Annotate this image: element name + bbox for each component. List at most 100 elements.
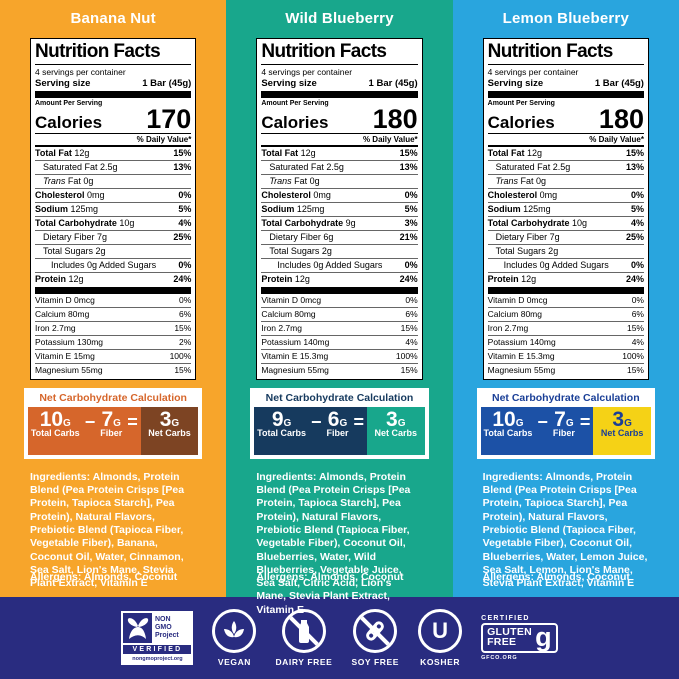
non-gmo-wordmark: NON GMO Project	[151, 612, 192, 643]
row-daily-value: 0%	[178, 260, 192, 271]
ingredients-value: Almonds, Protein Blend (Pea Protein Cris…	[256, 470, 411, 616]
row-daily-value: 0%	[405, 295, 418, 306]
gram-unit: G	[171, 417, 180, 429]
row-label: Vitamin E 15.3mg	[261, 351, 329, 362]
nutrition-facts-title: Nutrition Facts	[35, 41, 192, 65]
row-label: Magnesium 55mg	[35, 365, 103, 376]
serving-size-value: 1 Bar (45g)	[142, 77, 192, 89]
vitamin-row: Calcium 80mg 6%	[261, 308, 418, 322]
vegan-icon	[212, 609, 257, 653]
row-daily-value: 2%	[179, 337, 192, 348]
gluten-free-org: GFCO.ORG	[481, 654, 518, 661]
nutrient-row: Cholesterol 0mg 0%	[261, 189, 418, 203]
net-carbs-label: Net Carbs	[374, 428, 418, 439]
gluten-free-seal: CERTIFIED GLUTEN FREE g GFCO.ORG	[481, 615, 558, 661]
fiber-label: Fiber	[326, 428, 349, 439]
nutrient-row: Sodium 125mg 5%	[487, 203, 644, 217]
nutrient-row: Total Fat 12g 15%	[487, 147, 644, 161]
vitamin-row: Vitamin E 15.3mg 100%	[261, 350, 418, 364]
vitamin-rows: Vitamin D 0mcg 0% Calcium 80mg 6% Iron 2.7mg…	[487, 294, 644, 377]
allergens-text: Allergens: Almonds, Coconut	[30, 571, 202, 583]
row-daily-value: 24%	[399, 274, 418, 285]
serving-size-label: Serving size	[35, 77, 91, 89]
allergens-label: Allergens:	[256, 571, 308, 583]
row-label: Potassium 140mg	[487, 337, 556, 348]
allergens-value: Almonds, Coconut	[81, 571, 178, 583]
net-carbs-value: 3	[386, 407, 398, 431]
row-daily-value: 6%	[405, 309, 418, 320]
equals-sign: =	[353, 411, 365, 432]
row-daily-value: 21%	[399, 232, 418, 243]
row-label: Vitamin D 0mcg	[487, 295, 548, 306]
row-daily-value: 15%	[625, 148, 644, 159]
calories-row: Calories 180	[487, 103, 644, 134]
row-label: Total Fat 12g	[261, 148, 316, 159]
non-gmo-project-seal: NON GMO Project VERIFIED nongmoproject.o…	[121, 610, 194, 666]
total-carbs-term: 10 G Total Carbs	[484, 409, 533, 439]
row-daily-value: 0%	[630, 260, 644, 271]
row-label: Magnesium 55mg	[261, 365, 329, 376]
nutrient-rows: Total Fat 12g 15% Saturated Fat 2.5g 13% Tra…	[487, 147, 644, 286]
row-label: Total Carbohydrate 10g	[487, 218, 588, 229]
nutrient-row: Includes 0g Added Sugars 0%	[487, 259, 644, 273]
vegan-label: VEGAN	[217, 657, 252, 667]
allergens-label: Allergens:	[482, 571, 535, 583]
calories-row: Calories 170	[35, 106, 191, 133]
equals-sign: =	[579, 411, 591, 432]
kosher-icon: U	[418, 609, 463, 653]
gram-unit: G	[339, 417, 348, 429]
nutrient-row: Saturated Fat 2.5g 13%	[35, 161, 192, 175]
vitamin-row: Iron 2.7mg 15%	[261, 322, 418, 336]
non-gmo-line3: Project	[154, 631, 179, 639]
nutrient-row: Total Fat 12g 15%	[35, 147, 192, 161]
fiber-label: Fiber	[552, 428, 575, 439]
vitamin-row: Vitamin D 0mcg 0%	[487, 294, 644, 308]
row-label: Iron 2.7mg	[487, 323, 529, 334]
row-daily-value: 4%	[178, 218, 192, 229]
vitamin-row: Iron 2.7mg 15%	[35, 322, 192, 336]
calories-label: Calories	[35, 112, 103, 132]
gluten-free-line1: GLUTEN	[487, 626, 533, 639]
gram-unit: G	[624, 417, 632, 429]
vitamin-row: Vitamin D 0mcg 0%	[261, 294, 418, 308]
row-daily-value: 13%	[625, 162, 644, 173]
net-carbs-label: Net Carbs	[148, 428, 191, 439]
row-daily-value: 13%	[399, 162, 418, 173]
amount-per-serving-label: Amount Per Serving	[261, 99, 329, 107]
vitamin-row: Vitamin E 15.3mg 100%	[487, 350, 644, 364]
row-daily-value: 6%	[179, 309, 192, 320]
soy-free-icon	[353, 609, 398, 653]
vitamin-rows: Vitamin D 0mcg 0% Calcium 80mg 6% Iron 2.7mg…	[35, 294, 192, 377]
nutrient-row: Dietary Fiber 7g 25%	[487, 231, 644, 245]
kosher-label: KOSHER	[420, 657, 461, 667]
nutrient-row: Sodium 125mg 5%	[261, 203, 418, 217]
row-label: Sodium 125mg	[35, 204, 99, 215]
row-label: Saturated Fat 2.5g	[43, 162, 118, 173]
gluten-free-g-icon: g	[535, 622, 552, 653]
vitamin-row: Magnesium 55mg 15%	[35, 364, 191, 377]
calories-value: 180	[598, 103, 644, 134]
gluten-free-line2: FREE	[487, 636, 517, 649]
row-label: Dietary Fiber 7g	[495, 232, 560, 243]
flavor-panels: Banana Nut Nutrition Facts 4 servings pe…	[0, 0, 679, 597]
daily-value-header: % Daily Value*	[261, 132, 418, 147]
row-daily-value: 24%	[625, 274, 644, 285]
row-label: Sodium 125mg	[487, 204, 551, 215]
row-label: Total Fat 12g	[35, 148, 90, 159]
net-carb-title: Net Carbohydrate Calculation	[492, 391, 640, 404]
vegan-badge: VEGAN	[212, 609, 257, 667]
minus-sign: −	[311, 411, 322, 432]
fiber-value: 6	[327, 407, 340, 431]
flavor-panel: Lemon Blueberry Nutrition Facts 4 servin…	[452, 0, 679, 597]
row-label: Potassium 130mg	[35, 337, 104, 348]
calories-label: Calories	[487, 112, 555, 132]
servings-per-container: 4 servings per container	[487, 66, 579, 77]
row-daily-value: 100%	[169, 351, 192, 362]
row-label: Protein 12g	[261, 274, 310, 285]
net-carb-title: Net Carbohydrate Calculation	[39, 391, 187, 404]
